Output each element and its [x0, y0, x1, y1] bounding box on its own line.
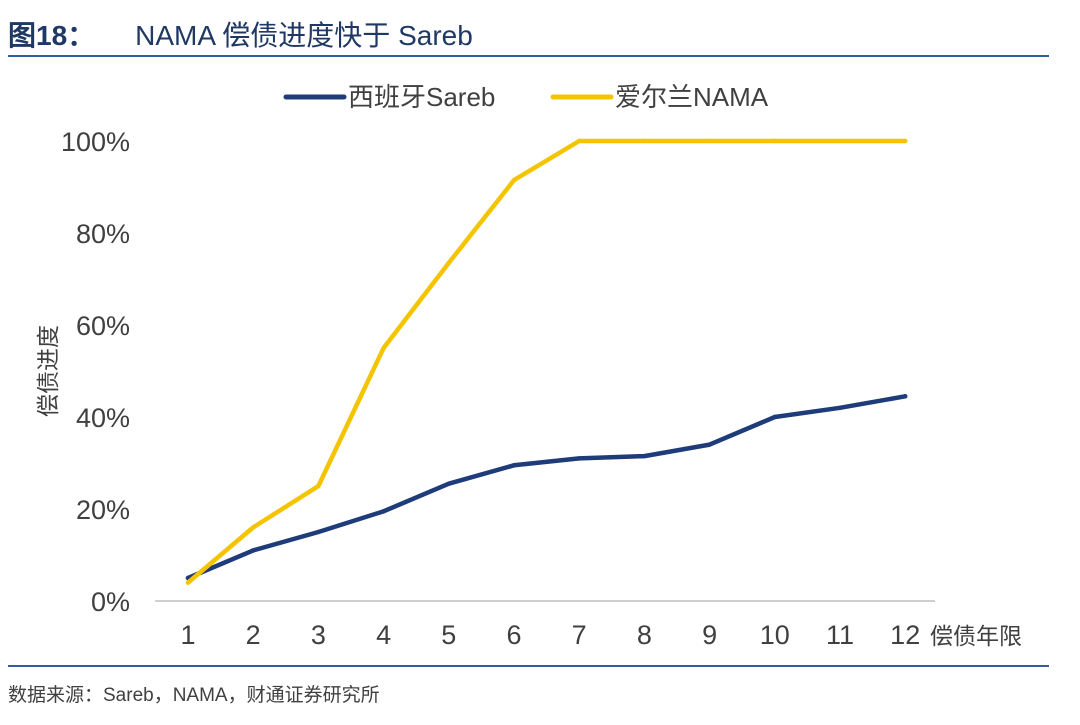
y-tick-label: 100% — [61, 127, 130, 157]
x-tick-label: 10 — [760, 620, 790, 650]
data-point — [446, 481, 451, 486]
data-point — [316, 529, 321, 535]
chart-series — [185, 138, 908, 585]
series-line-2 — [185, 138, 908, 585]
x-tick-label: 12 — [890, 620, 920, 650]
figure-number: 图18： — [8, 20, 96, 51]
x-tick-label: 7 — [572, 620, 587, 650]
x-tick-label: 4 — [376, 620, 391, 650]
data-point — [903, 394, 908, 399]
x-tick-label: 8 — [637, 620, 652, 650]
y-tick-label: 80% — [76, 219, 130, 249]
data-point — [903, 138, 908, 144]
legend-label: 爱尔兰NAMA — [615, 82, 769, 112]
data-point — [772, 138, 777, 144]
series-line-1 — [185, 394, 908, 581]
x-tick-label: 6 — [506, 620, 521, 650]
data-point — [185, 580, 191, 585]
x-tick-label: 1 — [180, 620, 195, 650]
data-point — [837, 405, 843, 410]
data-point — [316, 483, 321, 489]
y-tick-label: 40% — [76, 403, 130, 433]
data-point — [511, 463, 517, 468]
x-tick-label: 3 — [311, 620, 326, 650]
data-point — [577, 138, 582, 144]
figure-title: 图18： NAMA 偿债进度快于 Sareb — [8, 14, 473, 54]
data-point — [251, 525, 256, 530]
data-point — [707, 442, 712, 447]
x-tick-label: 2 — [246, 620, 261, 650]
data-point — [381, 345, 386, 351]
data-point — [251, 548, 256, 553]
legend-label: 西班牙Sareb — [348, 82, 495, 112]
x-axis-title: 偿债年限 — [930, 623, 1022, 649]
y-tick-label: 0% — [91, 587, 130, 617]
data-point — [381, 509, 386, 514]
x-tick-label: 5 — [441, 620, 456, 650]
chart-legend: 西班牙Sareb 爱尔兰NAMA — [283, 82, 769, 112]
data-source: 数据来源：Sareb，NAMA，财通证券研究所 — [8, 685, 380, 706]
data-point — [772, 414, 777, 420]
data-point — [837, 138, 843, 144]
data-point — [642, 138, 647, 144]
y-tick-label: 20% — [76, 495, 130, 525]
x-tick-label: 9 — [702, 620, 717, 650]
data-point — [642, 453, 647, 459]
y-axis-title: 偿债进度 — [35, 325, 61, 417]
top-divider — [8, 55, 1049, 57]
y-tick-label: 60% — [76, 311, 130, 341]
data-point — [446, 260, 451, 266]
data-point — [511, 177, 517, 183]
chart-axes: 0%20%40%60%80%100%1 2 3 4 5 6 7 8 9 10 11 12 偿债年限偿债进… — [35, 127, 1022, 650]
data-point — [707, 138, 712, 144]
x-tick-label: 11 — [826, 620, 854, 650]
bottom-divider — [8, 665, 1049, 667]
data-point — [577, 456, 582, 461]
line-chart: 西班牙Sareb 爱尔兰NAMA 0%20%40%60%80%100%1 2 3 4 5 6… — [35, 82, 1022, 650]
figure-title-text: NAMA 偿债进度快于 Sareb — [135, 20, 473, 51]
